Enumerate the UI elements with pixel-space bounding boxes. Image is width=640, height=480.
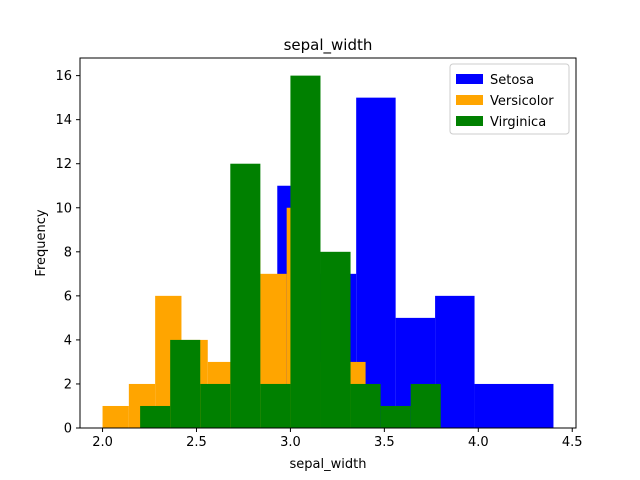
chart-title: sepal_width: [284, 36, 373, 55]
bar-setosa-9: [514, 383, 554, 428]
x-tick-label: 3.0: [280, 435, 301, 450]
bars-group: [102, 75, 554, 429]
bar-versicolor-0: [102, 405, 129, 428]
legend-swatch-virginica: [456, 116, 483, 126]
legend-label-versicolor: Versicolor: [490, 94, 554, 109]
bar-virginica-2: [200, 383, 231, 428]
bar-virginica-1: [170, 339, 201, 428]
y-axis-ticks: 0 2 4 6 8 10 12 14 16: [55, 69, 80, 437]
y-tick-label: 10: [55, 201, 72, 216]
legend-label-virginica: Virginica: [490, 115, 546, 130]
y-tick-label: 16: [55, 69, 72, 84]
x-tick-label: 3.5: [374, 435, 395, 450]
legend-swatch-setosa: [456, 74, 483, 84]
y-tick-label: 14: [55, 113, 72, 128]
y-tick-label: 12: [55, 157, 72, 172]
y-axis-label: Frequency: [34, 209, 49, 276]
y-tick-label: 6: [64, 289, 72, 304]
x-tick-label: 4.5: [562, 435, 583, 450]
bar-virginica-7: [350, 383, 381, 428]
x-axis-ticks: 2.0 2.5 3.0 3.5 4.0 4.5: [92, 428, 583, 450]
bar-virginica-4: [260, 383, 291, 428]
y-tick-label: 8: [64, 245, 72, 260]
legend-label-setosa: Setosa: [490, 73, 534, 88]
bar-virginica-5: [290, 75, 321, 428]
bar-virginica-0: [140, 405, 171, 428]
x-tick-label: 2.0: [92, 435, 113, 450]
axes-frame: [79, 57, 577, 429]
y-tick-label: 4: [64, 333, 72, 348]
legend-swatch-versicolor: [456, 95, 483, 105]
bar-virginica-9: [410, 383, 441, 428]
bar-virginica-8: [380, 405, 411, 428]
bar-setosa-8: [474, 383, 514, 428]
y-tick-label: 2: [64, 377, 72, 392]
y-tick-label: 0: [64, 422, 72, 437]
x-tick-label: 2.5: [186, 435, 207, 450]
x-axis-label: sepal_width: [290, 457, 367, 472]
bar-virginica-6: [320, 251, 351, 428]
bar-setosa-7: [435, 295, 475, 428]
legend: Setosa Versicolor Virginica: [449, 63, 570, 135]
bar-virginica-3: [230, 163, 261, 428]
x-tick-label: 4.0: [468, 435, 489, 450]
